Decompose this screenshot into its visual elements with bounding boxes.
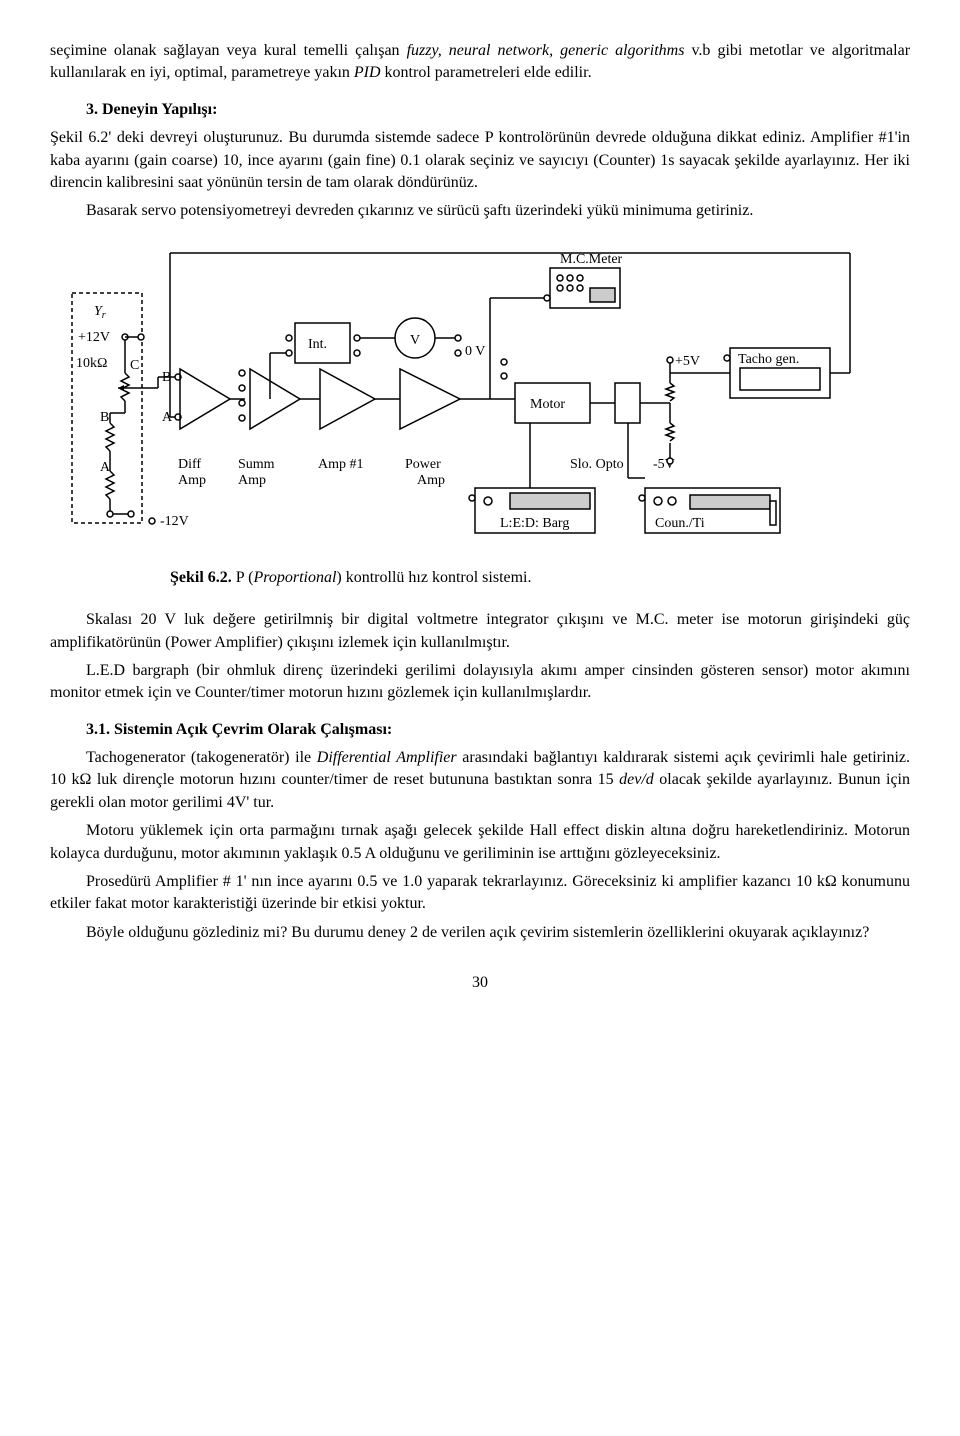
- svg-text:Coun./Ti: Coun./Ti: [655, 516, 705, 531]
- svg-text:0 V: 0 V: [465, 344, 485, 359]
- svg-text:Tacho gen.: Tacho gen.: [738, 352, 799, 367]
- svg-text:M.C.Meter: M.C.Meter: [560, 252, 623, 267]
- paragraph-1: seçimine olanak sağlayan veya kural teme…: [50, 40, 910, 85]
- svg-text:Motor: Motor: [530, 397, 565, 412]
- text: P (: [232, 569, 254, 586]
- svg-text:C: C: [130, 358, 139, 373]
- paragraph-11: Böyle olduğunu gözlediniz mi? Bu durumu …: [50, 922, 910, 944]
- text: Tachogenerator (takogeneratör) ile: [86, 749, 317, 766]
- text-italic: Differential Amplifier: [317, 749, 457, 766]
- svg-text:+5V: +5V: [675, 354, 700, 369]
- circuit-diagram: Yr +12V 10kΩ C B A B A: [70, 243, 890, 553]
- paragraph-8: Tachogenerator (takogeneratör) ile Diffe…: [50, 747, 910, 814]
- paragraph-6: L.E.D bargraph (bir ohmluk direnç üzerin…: [50, 660, 910, 705]
- section-title-3-1: 3.1. Sistemin Açık Çevrim Olarak Çalışma…: [50, 719, 910, 741]
- svg-text:Amp: Amp: [417, 473, 445, 488]
- svg-text:Amp: Amp: [238, 473, 266, 488]
- caption-label: Şekil 6.2.: [170, 569, 232, 586]
- svg-text:Yr: Yr: [94, 304, 106, 321]
- paragraph-5: Skalası 20 V luk değere getirilmniş bir …: [50, 609, 910, 654]
- svg-text:10kΩ: 10kΩ: [76, 356, 107, 371]
- svg-text:Power: Power: [405, 457, 441, 472]
- svg-text:Amp: Amp: [178, 473, 206, 488]
- svg-text:Amp #1: Amp #1: [318, 457, 364, 472]
- svg-text:Int.: Int.: [308, 337, 327, 352]
- svg-text:L:E:D: Barg: L:E:D: Barg: [500, 516, 569, 531]
- text-italic: dev/d: [619, 771, 654, 788]
- text: kontrol parametreleri elde edilir.: [381, 64, 592, 81]
- page-number: 30: [50, 972, 910, 994]
- svg-text:Slo. Opto: Slo. Opto: [570, 457, 624, 472]
- paragraph-9: Motoru yüklemek için orta parmağını tırn…: [50, 820, 910, 865]
- svg-text:Summ: Summ: [238, 457, 275, 472]
- paragraph-4: Basarak servo potensiyometreyi devreden …: [50, 200, 910, 222]
- paragraph-3: Şekil 6.2' deki devreyi oluşturunuz. Bu …: [50, 127, 910, 194]
- text-italic: Proportional: [253, 569, 336, 586]
- figure-caption: Şekil 6.2. P (Proportional) kontrollü hı…: [170, 567, 910, 589]
- text: ) kontrollü hız kontrol sistemi.: [336, 569, 531, 586]
- svg-text:V: V: [410, 333, 420, 348]
- text-italic: fuzzy, neural network, generic algorithm…: [407, 42, 685, 59]
- paragraph-10: Prosedürü Amplifier # 1' nın ince ayarın…: [50, 871, 910, 916]
- section-title-3: 3. Deneyin Yapılışı:: [50, 99, 910, 121]
- text: seçimine olanak sağlayan veya kural teme…: [50, 42, 407, 59]
- svg-text:B: B: [100, 410, 109, 425]
- svg-text:Diff: Diff: [178, 457, 201, 472]
- svg-text:+12V: +12V: [78, 330, 110, 345]
- text-italic: PID: [354, 64, 381, 81]
- svg-text:-12V: -12V: [160, 514, 189, 529]
